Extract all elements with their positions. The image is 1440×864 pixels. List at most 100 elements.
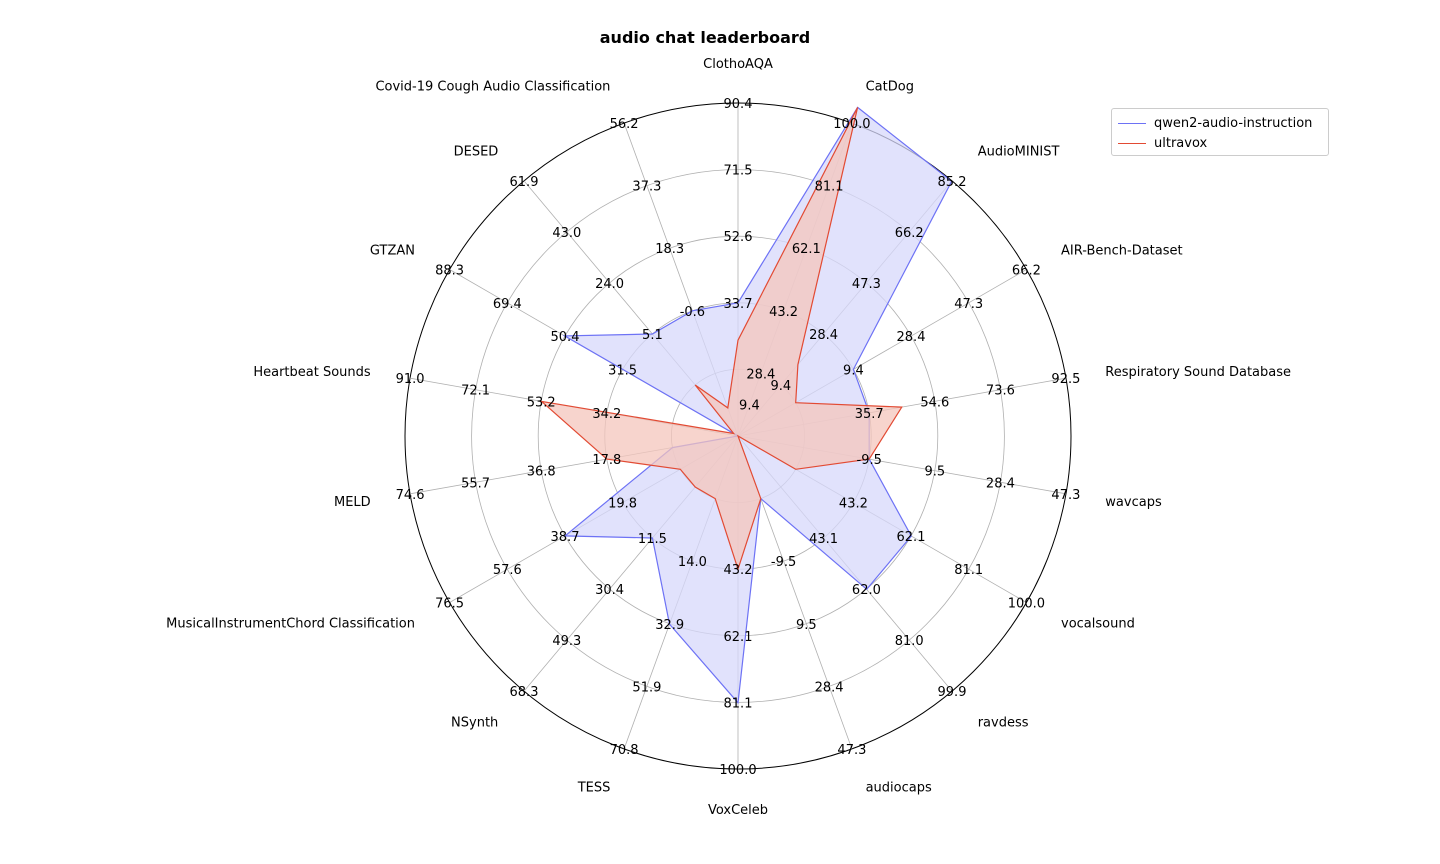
tick-label: 47.3 <box>852 277 881 292</box>
tick-label: 28.4 <box>809 328 838 343</box>
tick-label: 33.7 <box>724 297 753 312</box>
axis-label: Covid-19 Cough Audio Classification <box>375 80 610 95</box>
radar-axis-labels: CatDog AudioMINIST AIR-Bench-Dataset Respir… <box>166 57 1291 818</box>
axis-label: MELD <box>334 495 371 510</box>
tick-label: 55.7 <box>461 476 490 491</box>
chart-title: audio chat leaderboard <box>600 28 811 47</box>
radar-series <box>539 106 953 705</box>
tick-label: 70.8 <box>610 743 639 758</box>
tick-label: 30.4 <box>595 583 624 598</box>
axis-label: audiocaps <box>866 781 932 796</box>
tick-label: 57.6 <box>493 563 522 578</box>
tick-label: 24.0 <box>595 277 624 292</box>
tick-label: 81.1 <box>724 696 753 711</box>
tick-label: 28.4 <box>746 367 775 382</box>
tick-label: 9.5 <box>924 465 945 480</box>
axis-label: ravdess <box>978 716 1029 731</box>
tick-label: 71.5 <box>724 164 753 179</box>
legend-swatch-ultravox <box>1118 142 1146 144</box>
radar-tick-labels: 9.428.443.262.181.1100.09.428.447.366.28… <box>396 97 1081 778</box>
tick-label: 43.1 <box>809 532 838 547</box>
tick-label: 66.2 <box>1012 264 1041 279</box>
tick-label: 47.3 <box>837 743 866 758</box>
series-area-ultravox <box>539 107 903 572</box>
tick-label: 52.6 <box>724 230 753 245</box>
tick-label: -9.5 <box>771 555 796 570</box>
axis-label: VoxCeleb <box>708 803 768 818</box>
tick-label: 35.7 <box>855 407 884 422</box>
axis-label: wavcaps <box>1105 495 1162 510</box>
tick-label: 9.5 <box>796 618 817 633</box>
axis-label: NSynth <box>451 716 498 731</box>
tick-label: 38.7 <box>551 530 580 545</box>
tick-label: 62.0 <box>852 583 881 598</box>
axis-label: Respiratory Sound Database <box>1105 365 1291 380</box>
tick-label: 50.4 <box>551 330 580 345</box>
tick-label: 54.6 <box>920 395 949 410</box>
tick-label: 11.5 <box>638 532 667 547</box>
tick-label: 34.2 <box>592 407 621 422</box>
tick-label: 74.6 <box>396 488 425 503</box>
axis-label: TESS <box>577 781 611 796</box>
legend-label-ultravox: ultravox <box>1154 135 1208 151</box>
tick-label: 73.6 <box>986 384 1015 399</box>
tick-label: 36.8 <box>527 465 556 480</box>
tick-label: 51.9 <box>632 680 661 695</box>
tick-label: 17.8 <box>592 453 621 468</box>
tick-label: -0.6 <box>680 305 705 320</box>
legend: qwen2-audio-instruction ultravox <box>1111 108 1329 156</box>
tick-label: 14.0 <box>678 555 707 570</box>
tick-label: 28.4 <box>986 476 1015 491</box>
axis-label: MusicalInstrumentChord Classification <box>166 617 415 632</box>
tick-label: 62.1 <box>724 630 753 645</box>
tick-label: 88.3 <box>435 264 464 279</box>
axis-label: AudioMINIST <box>978 144 1060 159</box>
tick-label: 37.3 <box>632 180 661 195</box>
tick-label: 19.8 <box>608 497 637 512</box>
tick-label: 100.0 <box>719 763 756 778</box>
tick-label: 43.2 <box>769 305 798 320</box>
tick-label: 47.3 <box>954 297 983 312</box>
tick-label: 81.0 <box>895 634 924 649</box>
legend-swatch-qwen2 <box>1118 122 1146 124</box>
tick-label: 43.2 <box>839 497 868 512</box>
tick-label: 28.4 <box>815 680 844 695</box>
tick-label: 85.2 <box>938 175 967 190</box>
tick-label: 56.2 <box>610 117 639 132</box>
tick-label: 62.1 <box>792 242 821 257</box>
tick-label: -9.5 <box>857 453 882 468</box>
axis-label: Heartbeat Sounds <box>253 365 371 380</box>
tick-label: 81.1 <box>815 180 844 195</box>
tick-label: 9.4 <box>843 363 864 378</box>
axis-label: vocalsound <box>1061 617 1135 632</box>
tick-label: 69.4 <box>493 297 522 312</box>
tick-label: 92.5 <box>1051 372 1080 387</box>
tick-label: 53.2 <box>527 395 556 410</box>
tick-label: 47.3 <box>1051 488 1080 503</box>
tick-label: 9.4 <box>770 379 791 394</box>
tick-label: 100.0 <box>1008 597 1045 612</box>
tick-label: 43.0 <box>552 226 581 241</box>
axis-label: ClothoAQA <box>703 57 773 72</box>
legend-label-qwen2: qwen2-audio-instruction <box>1154 115 1313 131</box>
tick-label: 66.2 <box>895 226 924 241</box>
tick-label: 81.1 <box>954 563 983 578</box>
tick-label: 62.1 <box>897 530 926 545</box>
legend-item-qwen2: qwen2-audio-instruction <box>1118 113 1328 133</box>
tick-label: 100.0 <box>833 117 870 132</box>
tick-label: 9.4 <box>739 399 760 414</box>
axis-label: GTZAN <box>370 244 415 259</box>
tick-label: 72.1 <box>461 384 490 399</box>
tick-label: 68.3 <box>510 685 539 700</box>
tick-label: 32.9 <box>655 618 684 633</box>
tick-label: 5.1 <box>642 328 663 343</box>
tick-label: 99.9 <box>938 685 967 700</box>
tick-label: 49.3 <box>552 634 581 649</box>
axis-label: DESED <box>454 144 499 159</box>
tick-label: 31.5 <box>608 363 637 378</box>
tick-label: 91.0 <box>396 372 425 387</box>
tick-label: 90.4 <box>724 97 753 112</box>
tick-label: 76.5 <box>435 597 464 612</box>
axis-label: CatDog <box>866 80 914 95</box>
